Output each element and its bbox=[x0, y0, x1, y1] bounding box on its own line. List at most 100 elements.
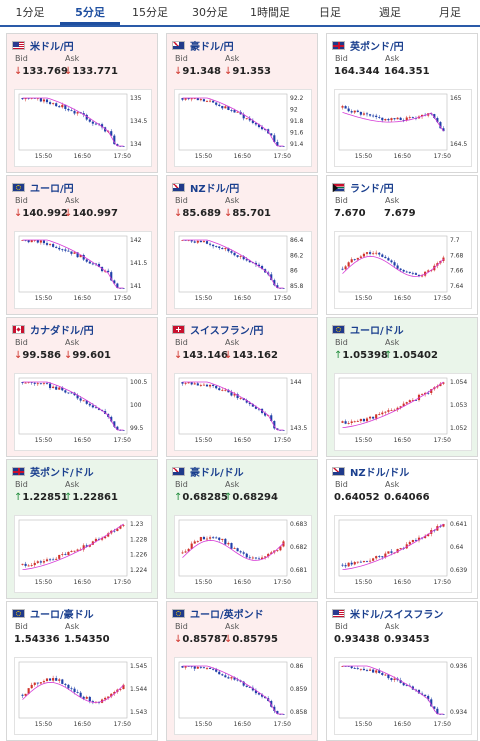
mini-candlestick-chart[interactable]: 1.054 1.053 1.052 15:50 16:50 17:50 bbox=[334, 373, 472, 451]
currency-card[interactable]: 英ポンド/ドル Bid Ask ↑1.22851 ↑1.22861 1.23 1.228 1.… bbox=[6, 459, 158, 599]
currency-card[interactable]: 豪ドル/円 Bid Ask ↓91.348 ↓91.353 92.2 92 91.8 91.6 9… bbox=[166, 33, 318, 173]
candle-body bbox=[73, 688, 76, 692]
y-tick-label: 0.858 bbox=[290, 709, 307, 716]
tab-2[interactable]: 15分足 bbox=[132, 6, 168, 19]
x-tick-label: 15:50 bbox=[195, 153, 212, 160]
pair-name-link[interactable]: 英ポンド/円 bbox=[350, 41, 404, 53]
tab-5[interactable]: 日足 bbox=[319, 6, 341, 19]
mini-candlestick-chart[interactable]: 0.86 0.859 0.858 15:50 16:50 17:50 bbox=[174, 657, 312, 735]
pair-name-link[interactable]: NZドル/円 bbox=[190, 183, 240, 195]
tab-4[interactable]: 1時間足 bbox=[250, 6, 290, 19]
candle-body bbox=[82, 254, 85, 260]
arrow-down-icon: ↓ bbox=[14, 208, 23, 219]
card-title: ユーロ/円 bbox=[12, 180, 74, 195]
candle-body bbox=[372, 416, 375, 419]
mini-candlestick-chart[interactable]: 135 134.5 134 15:50 16:50 17:50 bbox=[14, 89, 152, 167]
pair-name-link[interactable]: ランド/円 bbox=[350, 183, 394, 195]
candle-body bbox=[242, 681, 245, 686]
pair-name-link[interactable]: NZドル/ドル bbox=[350, 467, 410, 479]
mini-candlestick-chart[interactable]: 144 143.5 15:50 16:50 17:50 bbox=[174, 373, 312, 451]
candle-body bbox=[58, 106, 61, 108]
currency-card[interactable]: ランド/円 Bid Ask 7.670 7.679 7.7 7.68 7.66 7.64 15:5… bbox=[326, 175, 478, 315]
candle-body bbox=[88, 696, 91, 702]
arrow-up-icon: ↑ bbox=[174, 492, 183, 503]
candle-body bbox=[122, 525, 125, 527]
candle-body bbox=[187, 240, 190, 241]
candle-body bbox=[270, 133, 273, 136]
currency-card[interactable]: 米ドル/円 Bid Ask ↓133.769 ↓133.771 135 134.5 134 15… bbox=[6, 33, 158, 173]
candle-body bbox=[245, 685, 248, 687]
candle-body bbox=[399, 268, 402, 270]
pair-name-link[interactable]: ユーロ/英ポンド bbox=[190, 609, 264, 621]
pair-name-link[interactable]: 豪ドル/円 bbox=[190, 41, 234, 53]
candle-body bbox=[387, 674, 390, 679]
mini-candlestick-chart[interactable]: 100.5 100 99.5 15:50 16:50 17:50 bbox=[14, 373, 152, 451]
currency-card[interactable]: 豪ドル/ドル Bid Ask ↑0.68285 ↑0.68294 0.683 0.682 0.… bbox=[166, 459, 318, 599]
candle-body bbox=[375, 414, 378, 419]
pair-name-link[interactable]: 米ドル/円 bbox=[30, 41, 74, 53]
card-title: 米ドル/スイスフラン bbox=[332, 606, 444, 621]
currency-card[interactable]: 英ポンド/円 Bid Ask 164.344 164.351 165 164.5 15:50 1… bbox=[326, 33, 478, 173]
candle-body bbox=[353, 110, 356, 113]
candle-body bbox=[254, 557, 258, 559]
currency-card[interactable]: スイスフラン/円 Bid Ask ↓143.146 ↓143.162 144 143.5 15… bbox=[166, 317, 318, 457]
x-tick-label: 17:50 bbox=[114, 437, 131, 444]
candle-body bbox=[372, 115, 375, 117]
y-tick-label: 1.544 bbox=[130, 686, 147, 693]
mini-candlestick-chart[interactable]: 0.641 0.64 0.639 15:50 16:50 17:50 bbox=[334, 515, 472, 593]
currency-card[interactable]: NZドル/円 Bid Ask ↓85.689 ↓85.701 86.4 86.2 86 85.8… bbox=[166, 175, 318, 315]
eu-flag-icon bbox=[12, 608, 25, 618]
currency-card[interactable]: ユーロ/豪ドル Bid Ask 1.54336 1.54350 1.545 1.544 1.5… bbox=[6, 601, 158, 741]
mini-candlestick-chart[interactable]: 86.4 86.2 86 85.8 15:50 16:50 17:50 bbox=[174, 231, 312, 309]
currency-card[interactable]: ユーロ/ドル Bid Ask ↑1.05398 ↑1.05402 1.054 1.053 1.… bbox=[326, 317, 478, 457]
pair-name-link[interactable]: ユーロ/ドル bbox=[350, 325, 404, 337]
candle-body bbox=[58, 247, 61, 250]
mini-candlestick-chart[interactable]: 1.545 1.544 1.543 15:50 16:50 17:50 bbox=[14, 657, 152, 735]
candle-body bbox=[193, 666, 196, 669]
mini-candlestick-chart[interactable]: 0.936 0.934 15:50 16:50 17:50 bbox=[334, 657, 472, 735]
pair-name-link[interactable]: ユーロ/円 bbox=[30, 183, 74, 195]
pair-name-link[interactable]: 英ポンド/ドル bbox=[30, 467, 94, 479]
bid-value: 7.670 bbox=[334, 208, 366, 219]
y-tick-label: 141 bbox=[130, 283, 142, 290]
mini-candlestick-chart[interactable]: 1.23 1.228 1.226 1.224 15:50 16:50 17:50 bbox=[14, 515, 152, 593]
candle-body bbox=[405, 271, 408, 273]
tab-1[interactable]: 5分足 bbox=[60, 0, 120, 25]
candle-body bbox=[116, 144, 119, 146]
currency-card[interactable]: NZドル/ドル Bid Ask 0.64052 0.64066 0.641 0.64 0.63… bbox=[326, 459, 478, 599]
candle-body bbox=[347, 262, 350, 267]
tab-6[interactable]: 週足 bbox=[379, 6, 401, 19]
ask-label: Ask bbox=[385, 480, 400, 489]
tab-3[interactable]: 30分足 bbox=[192, 6, 228, 19]
mini-candlestick-chart[interactable]: 142 141.5 141 15:50 16:50 17:50 bbox=[14, 231, 152, 309]
currency-card[interactable]: 米ドル/スイスフラン Bid Ask 0.93438 0.93453 0.936 0.934… bbox=[326, 601, 478, 741]
pair-name-link[interactable]: 米ドル/スイスフラン bbox=[350, 609, 444, 621]
candle-body bbox=[215, 246, 218, 247]
tab-0[interactable]: 1分足 bbox=[15, 6, 45, 19]
mini-candlestick-chart[interactable]: 0.683 0.682 0.681 15:50 16:50 17:50 bbox=[174, 515, 312, 593]
candle-body bbox=[439, 383, 442, 387]
ask-price: 143.162 bbox=[232, 350, 278, 361]
currency-card[interactable]: ユーロ/円 Bid Ask ↓140.992 ↓140.997 142 141.5 141 15… bbox=[6, 175, 158, 315]
candle-body bbox=[350, 666, 353, 669]
candle-body bbox=[91, 263, 94, 265]
mini-candlestick-chart[interactable]: 165 164.5 15:50 16:50 17:50 bbox=[334, 89, 472, 167]
candle-body bbox=[257, 124, 261, 128]
candle-body bbox=[94, 538, 98, 542]
y-tick-label: 7.64 bbox=[450, 283, 464, 290]
pair-name-link[interactable]: スイスフラン/円 bbox=[190, 325, 264, 337]
candle-body bbox=[67, 551, 70, 556]
pair-name-link[interactable]: 豪ドル/ドル bbox=[190, 467, 244, 479]
mini-candlestick-chart[interactable]: 92.2 92 91.8 91.6 91.4 15:50 16:50 17:50 bbox=[174, 89, 312, 167]
pair-name-link[interactable]: カナダドル/円 bbox=[30, 325, 94, 337]
candle-body bbox=[381, 673, 384, 675]
candle-body bbox=[417, 274, 421, 277]
pair-name-link[interactable]: ユーロ/豪ドル bbox=[30, 609, 94, 621]
ask-price: 99.601 bbox=[72, 350, 111, 361]
candle-body bbox=[230, 677, 233, 679]
candle-body bbox=[202, 667, 206, 669]
tab-7[interactable]: 月足 bbox=[439, 6, 461, 19]
currency-card[interactable]: カナダドル/円 Bid Ask ↓99.586 ↓99.601 100.5 100 99.5 1… bbox=[6, 317, 158, 457]
currency-card[interactable]: ユーロ/英ポンド Bid Ask ↓0.85787 ↓0.85795 0.86 0.859 0… bbox=[166, 601, 318, 741]
mini-candlestick-chart[interactable]: 7.7 7.68 7.66 7.64 15:50 16:50 17:50 bbox=[334, 231, 472, 309]
